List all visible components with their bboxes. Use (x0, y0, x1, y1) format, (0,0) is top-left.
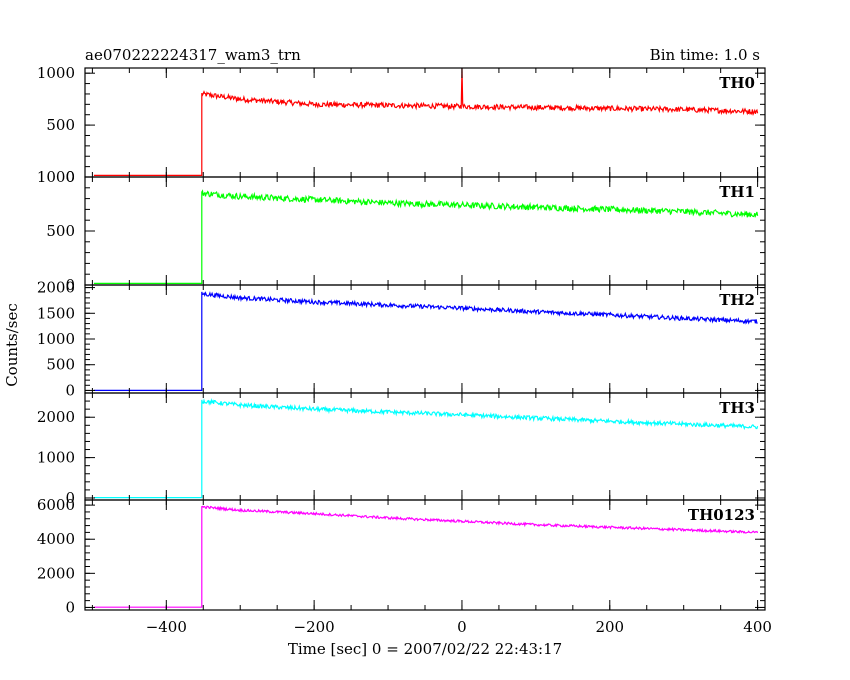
panel-th0-frame (84, 67, 766, 178)
y-tick-label: 1000 (37, 330, 75, 348)
panel-label-th0: TH0 (719, 74, 755, 92)
chart-title: ae070222224317_wam3_trn (85, 46, 301, 64)
panel-label-th2: TH2 (719, 291, 755, 309)
y-tick-label: 0 (65, 168, 75, 186)
y-tick-label: 2000 (37, 279, 75, 297)
panel-th3-frame (84, 392, 766, 501)
y-tick-label: 0 (65, 489, 75, 507)
panel-th0123-frame (84, 499, 766, 611)
panel-label-th1: TH1 (719, 183, 755, 201)
panels-group: 05001000TH005001000TH10500100015002000TH… (37, 64, 772, 636)
y-tick-label: 1000 (37, 449, 75, 467)
y-tick-label: 1000 (37, 168, 75, 186)
y-tick-label: 0 (65, 598, 75, 616)
y-tick-label: 6000 (37, 496, 75, 514)
panel-label-th0123: TH0123 (688, 506, 755, 524)
y-tick-label: 2000 (37, 408, 75, 426)
x-tick-label: 200 (595, 618, 624, 636)
series-th2-line (93, 291, 758, 391)
y-tick-label: 2000 (37, 564, 75, 582)
x-tick-label: −400 (146, 618, 187, 636)
x-axis-label: Time [sec] 0 = 2007/02/22 22:43:17 (288, 640, 562, 658)
series-th3-line (93, 397, 759, 499)
y-tick-label: 0 (65, 381, 75, 399)
panel-label-th3: TH3 (719, 399, 755, 417)
y-tick-label: 500 (46, 222, 75, 240)
series-th0123-line (93, 505, 759, 608)
series-th0-line (93, 67, 759, 176)
y-tick-label: 1000 (37, 64, 75, 82)
y-tick-label: 4000 (37, 530, 75, 548)
bin-time-label: Bin time: 1.0 s (650, 46, 760, 64)
x-tick-label: 400 (743, 618, 772, 636)
y-tick-label: 500 (46, 356, 75, 374)
y-tick-label: 0 (65, 276, 75, 294)
x-tick-label: 0 (457, 618, 467, 636)
series-th1-line (93, 189, 759, 284)
panel-th2-frame (84, 284, 766, 394)
panel-th1-frame (84, 176, 766, 286)
x-tick-label: −200 (294, 618, 335, 636)
y-axis-label: Counts/sec (3, 303, 21, 387)
y-tick-label: 1500 (37, 304, 75, 322)
y-tick-label: 500 (46, 116, 75, 134)
